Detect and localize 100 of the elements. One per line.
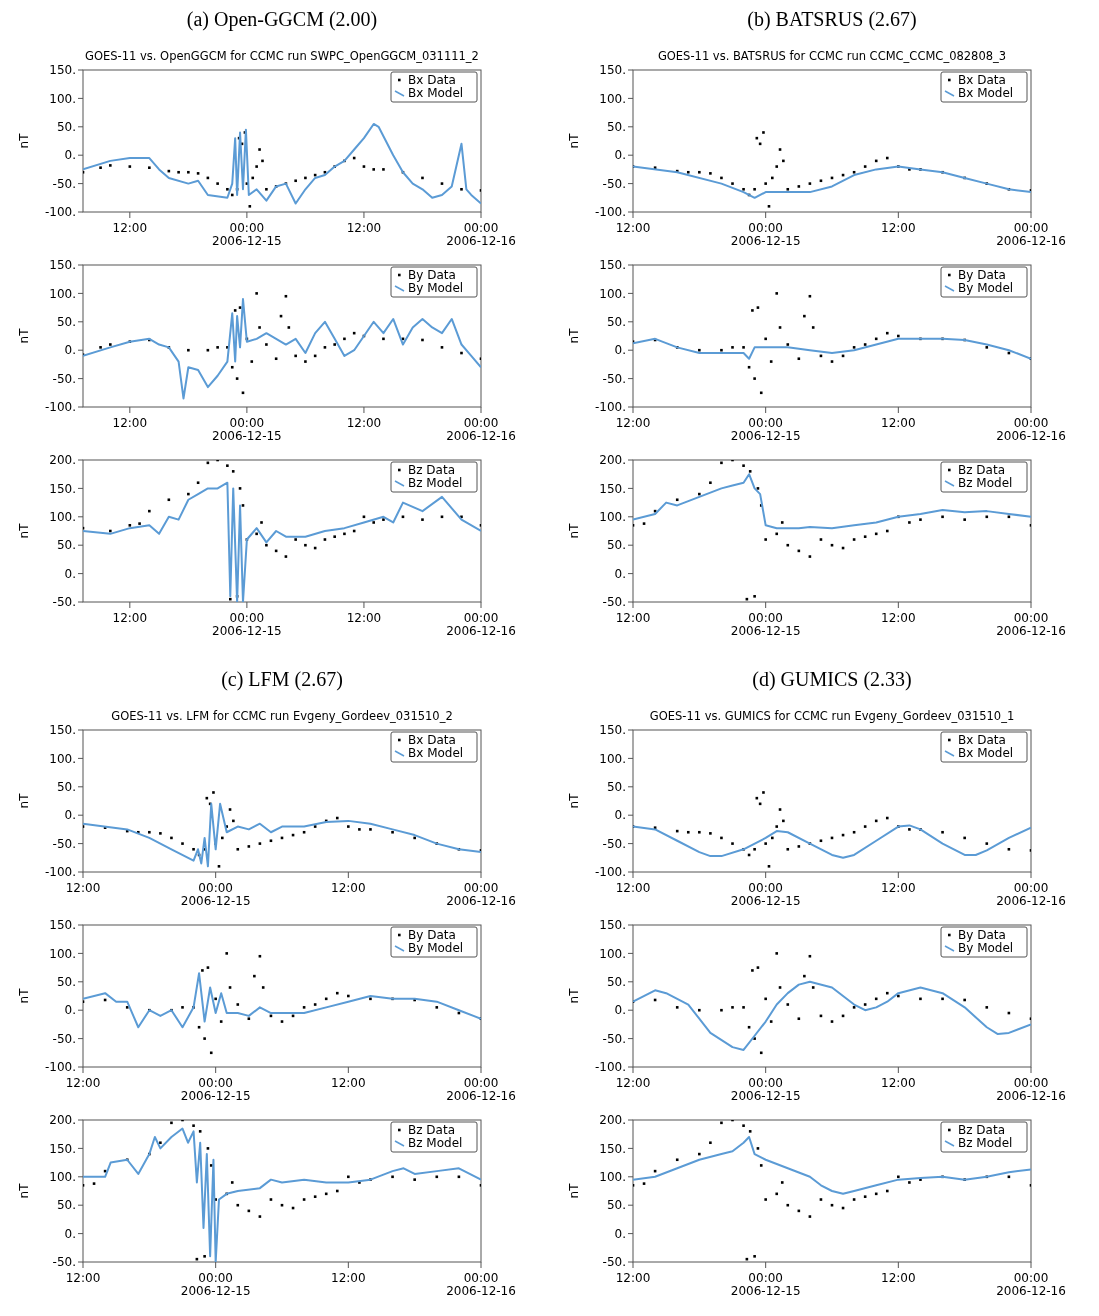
y-tick-label: 150. <box>49 723 76 738</box>
y-tick-label: -100. <box>594 865 626 880</box>
x-tick-label: 12:00 <box>346 416 382 430</box>
legend-label: Bz Data <box>958 1123 1005 1138</box>
x-tick-label: 00:00 2006-12-15 <box>212 611 282 638</box>
x-tick-label: 12:00 <box>615 881 651 895</box>
x-tick-label: 00:00 2006-12-16 <box>996 221 1066 248</box>
x-tick-label: 12:00 <box>615 221 651 235</box>
y-tick-label: 150. <box>599 481 626 496</box>
y-axis-title: nT <box>17 327 31 344</box>
y-tick-label: 0. <box>64 1003 76 1018</box>
y-tick-label: 200. <box>599 1113 626 1128</box>
y-tick-label: 50. <box>56 315 76 329</box>
legend-label: Bx Model <box>958 86 1014 101</box>
y-tick-label: -50. <box>52 1031 76 1046</box>
x-tick-label: 12:00 <box>881 611 916 625</box>
y-tick-label: -50. <box>52 371 76 386</box>
y-tick-label: -50. <box>52 595 76 610</box>
legend-label: Bx Data <box>958 73 1006 88</box>
y-tick-label: -50. <box>52 1255 76 1270</box>
y-tick-label: -50. <box>602 176 626 191</box>
y-tick-label: 200. <box>49 1113 76 1128</box>
x-tick-label: 12:00 <box>881 416 916 430</box>
legend-label: Bx Data <box>408 733 456 748</box>
y-tick-label: 50. <box>56 120 76 134</box>
x-tick-label: 00:00 2006-12-15 <box>730 1271 801 1298</box>
legend-label: Bz Model <box>958 1136 1013 1151</box>
x-tick-label: 00:00 2006-12-16 <box>446 881 516 908</box>
y-tick-label: 50. <box>56 538 76 553</box>
y-tick-label: 100. <box>49 91 76 106</box>
y-tick-label: 50. <box>56 1198 76 1213</box>
x-tick-label: 12:00 <box>881 1076 916 1090</box>
x-tick-label: 00:00 2006-12-16 <box>446 1076 516 1103</box>
x-tick-label: 00:00 2006-12-15 <box>180 881 251 908</box>
y-tick-label: 0. <box>64 808 76 823</box>
legend-label: Bx Data <box>958 733 1006 748</box>
x-tick-label: 12:00 <box>112 221 148 235</box>
y-tick-label: -50. <box>52 836 76 851</box>
x-tick-label: 12:00 <box>881 1271 916 1285</box>
legend-label: Bx Data <box>408 73 456 88</box>
x-tick-label: 12:00 <box>615 1271 651 1285</box>
chart-title: (a) Open-GGCM (2.00) <box>186 8 378 31</box>
y-tick-label: 0. <box>64 566 76 581</box>
y-tick-label: 150. <box>49 1141 76 1156</box>
x-tick-label: 12:00 <box>331 1271 366 1285</box>
y-tick-label: 100. <box>599 751 626 766</box>
y-axis-title: nT <box>17 792 31 809</box>
x-tick-label: 00:00 2006-12-15 <box>730 881 801 908</box>
y-axis-title: nT <box>567 327 581 344</box>
y-tick-label: -50. <box>602 836 626 851</box>
x-tick-label: 00:00 2006-12-16 <box>996 416 1066 443</box>
x-tick-label: 12:00 <box>65 1271 101 1285</box>
y-tick-label: -100. <box>44 1060 76 1075</box>
legend-label: By Data <box>958 268 1006 283</box>
x-tick-label: 12:00 <box>346 221 382 235</box>
x-tick-label: 00:00 2006-12-15 <box>730 416 801 443</box>
y-tick-label: 50. <box>606 975 626 989</box>
y-tick-label: 50. <box>606 1198 626 1213</box>
y-tick-label: 0. <box>614 1003 626 1018</box>
x-tick-label: 00:00 2006-12-15 <box>730 1076 801 1103</box>
x-tick-label: 00:00 2006-12-15 <box>730 611 801 638</box>
chart-title: (c) LFM (2.67) <box>221 668 343 691</box>
y-tick-label: 0. <box>64 343 76 358</box>
y-tick-label: 100. <box>49 510 76 524</box>
legend-label: Bz Model <box>408 476 463 491</box>
y-tick-label: 100. <box>49 946 76 961</box>
y-tick-label: 150. <box>49 481 76 496</box>
y-tick-label: 100. <box>599 286 626 301</box>
x-tick-label: 00:00 2006-12-15 <box>212 416 282 443</box>
y-tick-label: 150. <box>599 63 626 78</box>
y-axis-title: nT <box>17 522 31 539</box>
y-tick-label: 0. <box>614 566 626 581</box>
x-tick-label: 00:00 2006-12-15 <box>212 221 282 248</box>
y-tick-label: 0. <box>614 343 626 358</box>
y-tick-label: 50. <box>606 538 626 553</box>
y-axis-title: nT <box>567 987 581 1004</box>
chart-subtitle: GOES-11 vs. LFM for CCMC run Evgeny_Gordeev_031510_2 <box>111 709 453 723</box>
y-tick-label: 50. <box>606 120 626 134</box>
chart-subtitle: GOES-11 vs. BATSRUS for CCMC run CCMC_CCMC_082808_3 <box>657 49 1007 63</box>
y-axis-title: nT <box>17 987 31 1004</box>
y-axis-title: nT <box>17 1182 31 1199</box>
y-tick-label: 150. <box>599 723 626 738</box>
y-tick-label: 100. <box>599 91 626 106</box>
x-tick-label: 12:00 <box>331 881 366 895</box>
y-axis-title: nT <box>17 132 31 149</box>
x-tick-label: 00:00 2006-12-16 <box>996 1271 1066 1298</box>
y-tick-label: -50. <box>602 1031 626 1046</box>
y-tick-label: 0. <box>614 808 626 823</box>
y-tick-label: 50. <box>606 780 626 794</box>
x-tick-label: 00:00 2006-12-16 <box>996 881 1066 908</box>
legend-label: By Model <box>958 281 1014 296</box>
y-tick-label: 100. <box>49 286 76 301</box>
legend-label: By Model <box>408 941 464 956</box>
y-tick-label: 150. <box>49 258 76 273</box>
y-tick-label: 50. <box>56 780 76 794</box>
y-tick-label: -100. <box>44 205 76 220</box>
y-tick-label: 150. <box>49 918 76 933</box>
y-tick-label: 150. <box>599 258 626 273</box>
y-tick-label: -100. <box>594 205 626 220</box>
x-tick-label: 12:00 <box>331 1076 366 1090</box>
